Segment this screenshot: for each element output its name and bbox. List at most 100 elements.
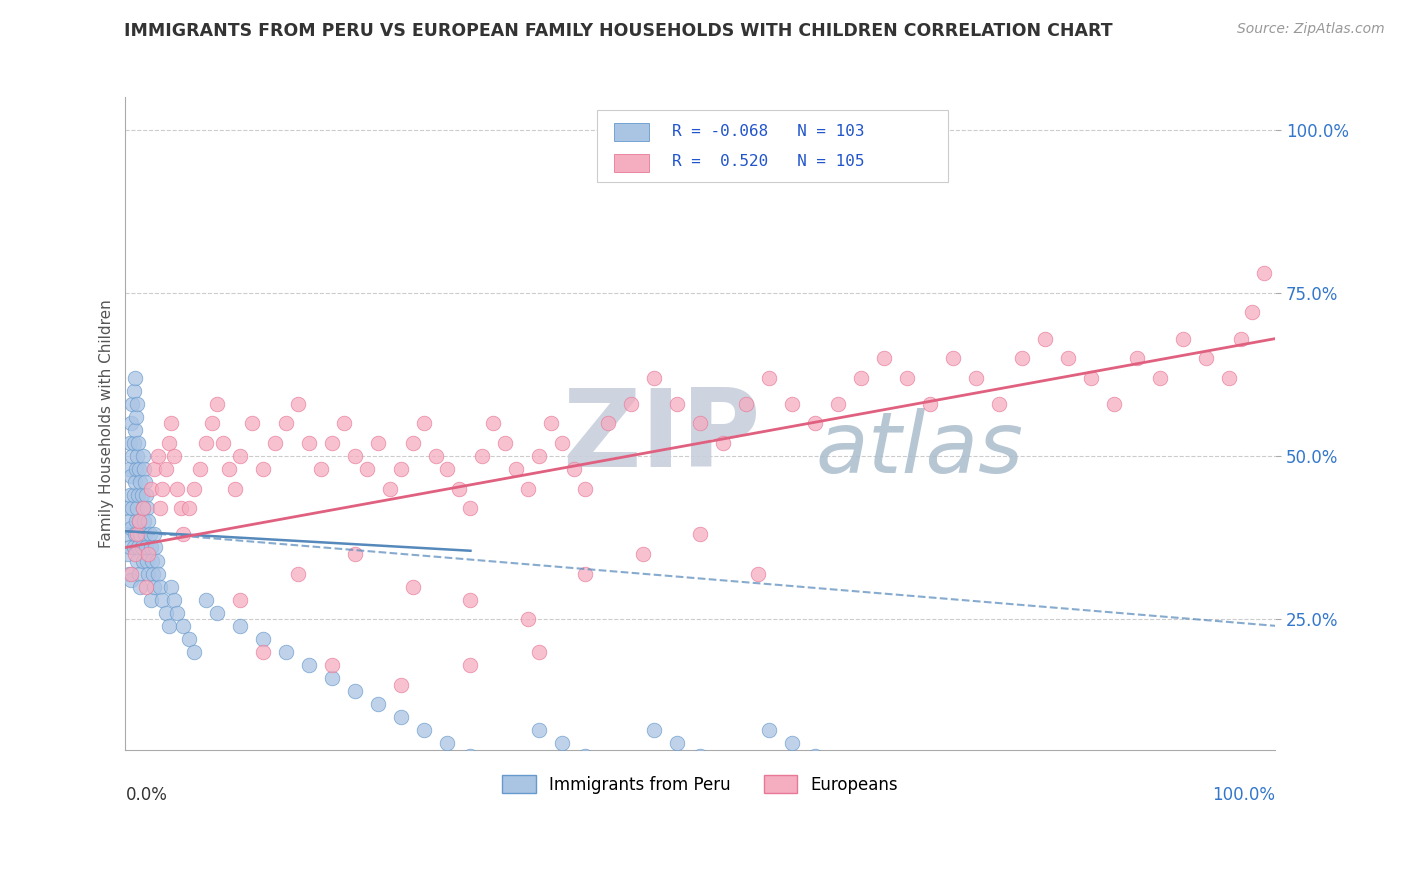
Point bbox=[436, 462, 458, 476]
Point bbox=[574, 482, 596, 496]
Point bbox=[138, 527, 160, 541]
Point bbox=[333, 417, 356, 431]
Point bbox=[713, 763, 735, 777]
Point bbox=[160, 417, 183, 431]
Point bbox=[149, 580, 172, 594]
Point bbox=[309, 462, 332, 476]
Point bbox=[1035, 332, 1057, 346]
Point bbox=[758, 723, 780, 738]
Point bbox=[529, 723, 551, 738]
Point bbox=[132, 553, 155, 567]
Point bbox=[782, 736, 804, 750]
Point bbox=[117, 547, 139, 561]
Point bbox=[177, 501, 200, 516]
Point bbox=[120, 541, 142, 555]
Point bbox=[378, 482, 401, 496]
Point bbox=[321, 671, 343, 685]
Point bbox=[132, 501, 155, 516]
Point bbox=[139, 482, 162, 496]
Point bbox=[122, 436, 145, 450]
Point bbox=[136, 553, 159, 567]
Point bbox=[643, 371, 665, 385]
Point bbox=[125, 409, 148, 424]
Point bbox=[131, 541, 153, 555]
Point bbox=[460, 501, 482, 516]
Point bbox=[1241, 305, 1264, 319]
Point bbox=[127, 436, 149, 450]
Text: R = -0.068   N = 103: R = -0.068 N = 103 bbox=[672, 123, 865, 138]
Point bbox=[132, 449, 155, 463]
Point bbox=[298, 658, 321, 673]
Point bbox=[129, 527, 152, 541]
Point bbox=[150, 592, 173, 607]
Point bbox=[1011, 351, 1033, 366]
Point bbox=[115, 527, 138, 541]
Point bbox=[713, 436, 735, 450]
Point bbox=[851, 371, 873, 385]
Point bbox=[124, 527, 146, 541]
Point bbox=[298, 436, 321, 450]
Point bbox=[942, 351, 965, 366]
Point bbox=[160, 580, 183, 594]
Point bbox=[125, 553, 148, 567]
Point bbox=[276, 645, 298, 659]
Point bbox=[166, 606, 188, 620]
Point bbox=[666, 736, 689, 750]
Point bbox=[143, 580, 166, 594]
Point bbox=[402, 436, 425, 450]
Point bbox=[735, 397, 758, 411]
Point bbox=[224, 482, 246, 496]
Text: atlas: atlas bbox=[815, 408, 1024, 491]
Point bbox=[138, 515, 160, 529]
Point bbox=[172, 527, 194, 541]
Point bbox=[163, 592, 186, 607]
Legend: Immigrants from Peru, Europeans: Immigrants from Peru, Europeans bbox=[496, 769, 905, 800]
Point bbox=[131, 488, 153, 502]
Point bbox=[494, 436, 516, 450]
Point bbox=[132, 501, 155, 516]
Point bbox=[124, 371, 146, 385]
Point bbox=[562, 462, 585, 476]
Point bbox=[201, 417, 224, 431]
Point bbox=[120, 436, 142, 450]
Point bbox=[134, 527, 156, 541]
Point bbox=[344, 684, 367, 698]
Point bbox=[391, 677, 413, 691]
Point bbox=[598, 417, 620, 431]
Point bbox=[145, 541, 167, 555]
Point bbox=[574, 566, 596, 581]
Point bbox=[134, 475, 156, 490]
Point bbox=[598, 763, 620, 777]
Point bbox=[120, 488, 142, 502]
Point bbox=[264, 436, 287, 450]
Point bbox=[516, 612, 538, 626]
Point bbox=[132, 462, 155, 476]
Point bbox=[120, 468, 142, 483]
Point bbox=[321, 658, 343, 673]
Point bbox=[122, 488, 145, 502]
Point bbox=[287, 566, 309, 581]
Point bbox=[643, 723, 665, 738]
Text: 0.0%: 0.0% bbox=[125, 786, 167, 804]
Point bbox=[413, 417, 436, 431]
Point bbox=[135, 541, 157, 555]
Point bbox=[124, 423, 146, 437]
Point bbox=[121, 397, 143, 411]
Point bbox=[436, 736, 458, 750]
Point bbox=[287, 397, 309, 411]
Point bbox=[125, 397, 148, 411]
Point bbox=[120, 521, 142, 535]
Point bbox=[183, 482, 205, 496]
Point bbox=[344, 449, 367, 463]
Point bbox=[1104, 397, 1126, 411]
Point bbox=[516, 482, 538, 496]
Point bbox=[142, 566, 165, 581]
Point bbox=[782, 397, 804, 411]
Point bbox=[460, 749, 482, 764]
Point bbox=[1218, 371, 1240, 385]
Point bbox=[551, 436, 574, 450]
Text: ZIP: ZIP bbox=[562, 384, 761, 490]
Point bbox=[229, 592, 252, 607]
Point bbox=[127, 488, 149, 502]
Point bbox=[321, 436, 343, 450]
